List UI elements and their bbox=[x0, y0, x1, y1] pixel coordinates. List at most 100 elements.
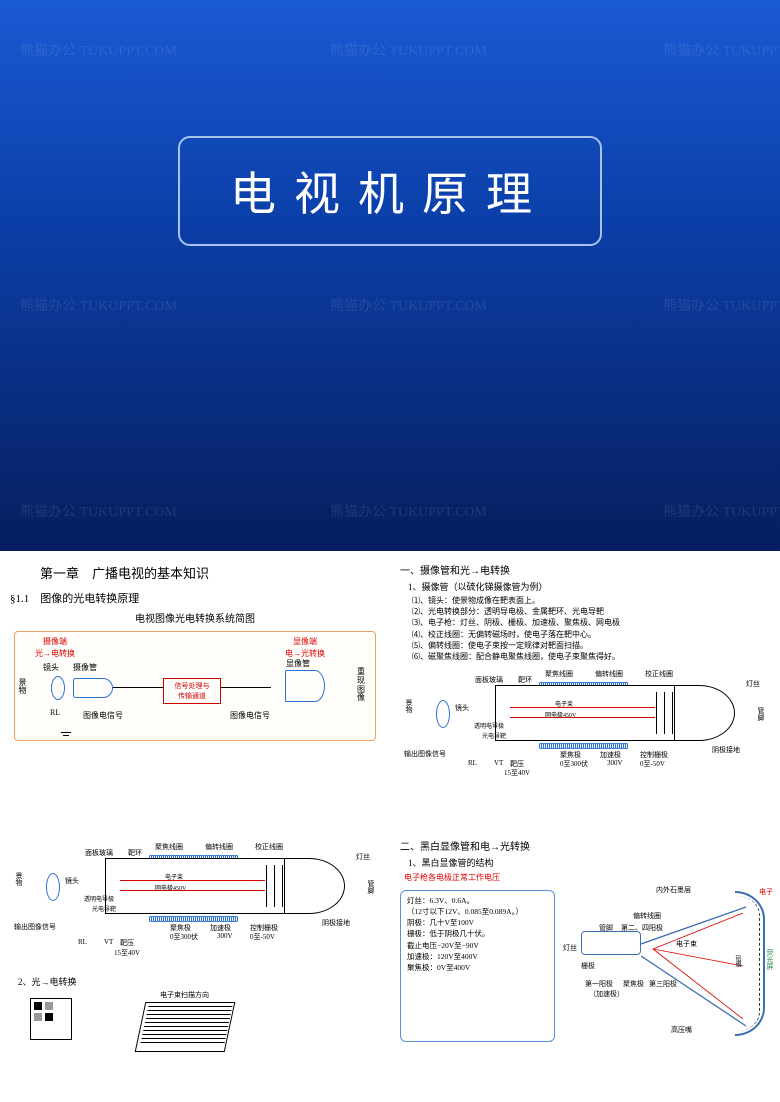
label-v2: 300V bbox=[607, 759, 623, 767]
label-lens: 镜头 bbox=[65, 876, 79, 886]
label-cathode-gnd: 阴极接地 bbox=[322, 918, 350, 928]
label-focus-coil: 聚焦线圈 bbox=[155, 842, 183, 852]
label-correction-coil: 校正线圈 bbox=[645, 669, 673, 679]
label-faceplate: 面板玻璃 bbox=[85, 848, 113, 858]
label-target-ring: 靶环 bbox=[518, 675, 532, 685]
watermark: 熊猫办公 TUKUPPT.COM bbox=[663, 40, 780, 60]
list-item: ⑸、偏转线圈：使电子束按一定规律对靶面扫描。 bbox=[412, 640, 770, 651]
list-item: ⑴、镜头：使景物成像在靶表面上。 bbox=[412, 595, 770, 606]
electrode-line bbox=[282, 865, 283, 907]
voltage-line: 灯丝：6.3V、0.6A。 bbox=[407, 895, 548, 906]
rl-label: RL bbox=[50, 708, 60, 717]
label-correction-coil: 校正线圈 bbox=[255, 842, 283, 852]
ground-icon bbox=[63, 735, 69, 736]
crt-label-filament: 灯丝 bbox=[563, 943, 577, 953]
camera-tube-label: 摄像管 bbox=[73, 662, 97, 673]
section-heading: 二、黑白显像管和电→光转换 bbox=[400, 838, 770, 853]
title-box: 电视机原理 bbox=[178, 136, 602, 246]
crt-label-hv-cap: 高压嘴 bbox=[671, 1025, 692, 1035]
crt-label-pins: 管脚 bbox=[599, 923, 613, 933]
label-output: 输出图像信号 bbox=[14, 922, 56, 932]
label-transparent: 透明电导极 bbox=[474, 721, 504, 730]
label-target: 光电导靶 bbox=[482, 731, 506, 740]
sig2-label: 图像电信号 bbox=[230, 710, 270, 721]
label-lens: 镜头 bbox=[455, 703, 469, 713]
electrode-line bbox=[656, 692, 657, 734]
lens-shape bbox=[436, 700, 450, 728]
object-label: 景物 bbox=[17, 678, 28, 694]
crt-label-grid: 栅极 bbox=[581, 961, 595, 971]
panel-4: 二、黑白显像管和电→光转换 1、黑白显像管的结构 电子枪各电极正常工作电压 灯丝… bbox=[390, 827, 780, 1102]
label-object: 景物 bbox=[404, 699, 414, 713]
crt-label-al: 铝膜 bbox=[733, 955, 742, 967]
beam-line bbox=[120, 880, 265, 881]
label-beam: 电子束 bbox=[165, 872, 183, 881]
crt-label-beam: 电子束 bbox=[676, 939, 697, 949]
tube-body bbox=[105, 858, 285, 914]
diagram-title: 电视图像光电转换系统简图 bbox=[10, 610, 380, 625]
label-v3: 0至-50V bbox=[640, 759, 665, 769]
label-output: 输出图像信号 bbox=[404, 749, 446, 759]
label-beam: 电子束 bbox=[555, 699, 573, 708]
beam-line bbox=[510, 707, 655, 708]
watermark: 熊猫办公 TUKUPPT.COM bbox=[20, 40, 177, 60]
subsection-heading: 1、摄像管（以硫化锑摄像管为例） bbox=[408, 580, 770, 593]
electrode-line bbox=[274, 865, 275, 907]
list-item: ⑹、磁聚焦线圈：配合静电聚焦线圈，使电子束聚焦得好。 bbox=[412, 651, 770, 662]
voltage-box: 灯丝：6.3V、0.6A。 （12寸以下12V、0.085至0.089A。） 阴… bbox=[400, 890, 555, 1042]
label-target: 光电导靶 bbox=[92, 904, 116, 913]
label-target-range: 15至40V bbox=[504, 768, 530, 778]
label-v3: 0至-50V bbox=[250, 932, 275, 942]
display-end-label: 显像端 bbox=[293, 636, 317, 647]
camera-tube-shape bbox=[73, 678, 113, 698]
voltage-line: 栅极：低于阴极几十伏。 bbox=[407, 928, 548, 939]
arrow-2 bbox=[221, 687, 271, 688]
display-tube-label: 显像管 bbox=[286, 658, 310, 669]
crt-label-anode3: 第三阳极 bbox=[649, 979, 677, 989]
electrode-line bbox=[664, 692, 665, 734]
crt-label-graphite: 内外石墨层 bbox=[656, 885, 691, 895]
label-mesh: 网电极450V bbox=[545, 710, 576, 719]
panel-1: 第一章 广播电视的基本知识 §1.1 图像的光电转换原理 电视图像光电转换系统简… bbox=[0, 551, 390, 827]
section-heading: 一、摄像管和光→电转换 bbox=[400, 562, 770, 577]
subsection-heading: 2、光→电转换 bbox=[18, 975, 380, 988]
title-slide: 熊猫办公 TUKUPPT.COM 熊猫办公 TUKUPPT.COM 熊猫办公 T… bbox=[0, 0, 780, 551]
voltage-heading: 电子枪各电极正常工作电压 bbox=[404, 872, 770, 883]
crt-label-accel: （加速极） bbox=[589, 989, 624, 999]
box-line2: 传输通道 bbox=[178, 692, 206, 700]
electrode-line bbox=[672, 692, 673, 734]
label-focus-coil: 聚焦线圈 bbox=[545, 669, 573, 679]
crt-label-anode24: 第二、四阳极 bbox=[621, 923, 663, 933]
crt-label-anode1: 第一阳极 bbox=[585, 979, 613, 989]
label-vt: VT bbox=[494, 759, 503, 767]
voltage-line: （12寸以下12V、0.085至0.089A。） bbox=[407, 906, 548, 917]
scan-direction-label: 电子束扫描方向 bbox=[160, 990, 209, 1000]
voltage-line: 阴极：几十V至100V bbox=[407, 917, 548, 928]
box-line1: 信号处理与 bbox=[175, 682, 210, 690]
processing-box: 信号处理与 传输通道 bbox=[163, 678, 221, 704]
section-title: §1.1 图像的光电转换原理 bbox=[10, 590, 380, 606]
label-vt: VT bbox=[104, 938, 113, 946]
watermark: 熊猫办公 TUKUPPT.COM bbox=[330, 295, 487, 315]
label-v1: 0至300伏 bbox=[170, 932, 198, 942]
label-filament: 灯丝 bbox=[356, 852, 370, 862]
beam-line bbox=[120, 890, 265, 891]
camera-end-label: 摄像端 bbox=[43, 636, 67, 647]
watermark: 熊猫办公 TUKUPPT.COM bbox=[20, 501, 177, 521]
watermark: 熊猫办公 TUKUPPT.COM bbox=[330, 40, 487, 60]
ground-icon bbox=[61, 732, 71, 733]
label-object: 景物 bbox=[14, 872, 24, 886]
crt-label-focus: 聚焦极 bbox=[623, 979, 644, 989]
sig1-label: 图像电信号 bbox=[83, 710, 123, 721]
label-rl: RL bbox=[78, 938, 87, 946]
lens-shape bbox=[51, 676, 65, 700]
camera-tube-diagram: 聚焦线圈 偏转线圈 校正线圈 面板玻璃 靶环 灯丝 电子束 网电极450V 景物… bbox=[400, 667, 770, 777]
label-transparent: 透明电导极 bbox=[84, 894, 114, 903]
label-v1: 0至300伏 bbox=[560, 759, 588, 769]
light-to-elec-label: 光→电转换 bbox=[35, 648, 75, 659]
lens-label: 镜头 bbox=[43, 662, 59, 673]
lens-shape bbox=[46, 873, 60, 901]
crt-label-electron: 电子 bbox=[759, 887, 773, 897]
tube-right bbox=[675, 685, 735, 741]
list-item: ⑶、电子枪：灯丝、阴极、栅极、加速极、聚焦极、网电极 bbox=[412, 617, 770, 628]
